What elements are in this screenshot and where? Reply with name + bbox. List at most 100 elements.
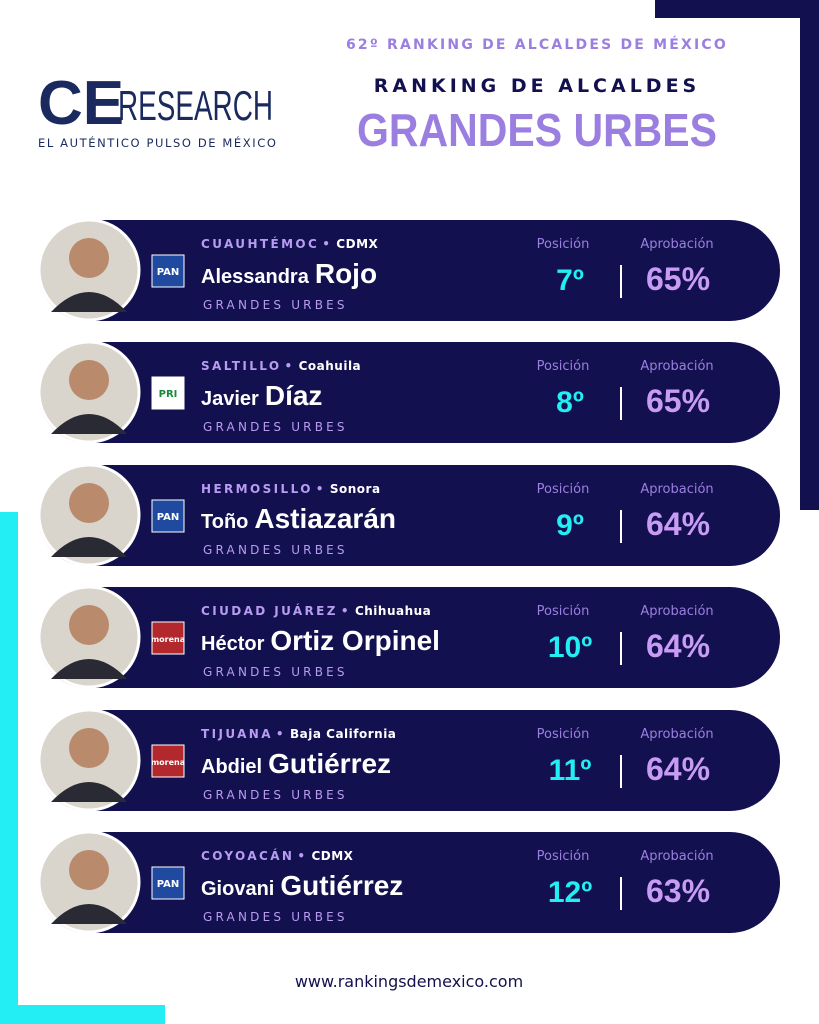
city: SALTILLO • Coahuila — [201, 359, 361, 373]
frame-bottom — [0, 1005, 165, 1024]
state: Sonora — [330, 482, 381, 496]
last-name: Ortiz Orpinel — [270, 625, 440, 656]
approval: 65% — [646, 261, 710, 297]
candidate-card: PRI SALTILLO • Coahuila Javier Díaz GRANDES UR… — [37, 340, 780, 444]
photo-head — [69, 238, 109, 278]
photo-body — [51, 414, 127, 434]
card-background — [38, 710, 780, 811]
approval: 64% — [646, 628, 710, 664]
photo-head — [69, 605, 109, 645]
first-name: Toño — [201, 511, 248, 533]
state: CDMX — [336, 237, 378, 251]
city: COYOACÁN • CDMX — [201, 848, 354, 863]
frame-left — [0, 512, 18, 1024]
card-background — [38, 342, 780, 443]
city-name: COYOACÁN — [201, 848, 294, 863]
party-logo: morena — [151, 635, 185, 644]
state: Baja California — [290, 727, 396, 741]
first-name: Giovani — [201, 878, 274, 900]
logo-bold: CE — [38, 69, 124, 138]
approval: 65% — [646, 383, 710, 419]
state: Chihuahua — [355, 604, 431, 618]
party-logo: PAN — [157, 267, 180, 278]
name: Giovani Gutiérrez — [201, 870, 403, 901]
position-label: Posición — [537, 604, 590, 619]
photo-body — [51, 659, 127, 679]
category: GRANDES URBES — [203, 788, 348, 802]
approval: 64% — [646, 751, 710, 787]
footer-url: www.rankingsdemexico.com — [295, 972, 523, 991]
position: 8º — [556, 386, 584, 419]
party-logo-box — [151, 621, 185, 655]
city: CIUDAD JUÁREZ • Chihuahua — [201, 603, 431, 618]
position-label: Posición — [537, 237, 590, 252]
tagline: EL AUTÉNTICO PULSO DE MÉXICO — [38, 135, 278, 150]
category: GRANDES URBES — [203, 910, 348, 924]
category: GRANDES URBES — [203, 543, 348, 557]
party-logo-box — [151, 499, 185, 533]
last-name: Gutiérrez — [268, 748, 391, 779]
card-background — [38, 465, 780, 566]
first-name: Héctor — [201, 633, 265, 655]
separator: • — [322, 237, 332, 251]
photo-body — [51, 292, 127, 312]
photo-body — [51, 782, 127, 802]
position-label: Posición — [537, 849, 590, 864]
candidate-card: morena TIJUANA • Baja California Abdiel Gutié… — [37, 708, 780, 812]
last-name: Rojo — [315, 258, 377, 289]
first-name: Alessandra — [201, 266, 310, 288]
category: GRANDES URBES — [203, 665, 348, 679]
last-name: Gutiérrez — [280, 870, 403, 901]
candidate-card: morena CIUDAD JUÁREZ • Chihuahua Héctor Ortiz… — [37, 585, 780, 689]
city-name: TIJUANA — [201, 727, 273, 741]
photo-head — [69, 728, 109, 768]
category: GRANDES URBES — [203, 420, 348, 434]
approval-label: Aprobación — [640, 237, 713, 252]
position-label: Posición — [537, 727, 590, 742]
separator: • — [341, 604, 351, 618]
party-logo-box — [151, 254, 185, 288]
party-logo-box — [151, 376, 185, 410]
photo-head — [69, 483, 109, 523]
party-logo: PAN — [157, 512, 180, 523]
city-name: SALTILLO — [201, 359, 282, 373]
position-label: Posición — [537, 359, 590, 374]
city: CUAUHTÉMOC • CDMX — [201, 236, 379, 251]
state: CDMX — [311, 849, 353, 863]
candidate-card: PAN HERMOSILLO • Sonora Toño Astiazarán GRANDE… — [37, 463, 780, 567]
approval-label: Aprobación — [640, 727, 713, 742]
city-name: HERMOSILLO — [201, 482, 313, 496]
candidate-card: PAN COYOACÁN • CDMX Giovani Gutiérrez GRANDES … — [37, 830, 780, 934]
card-background — [38, 832, 780, 933]
city-name: CIUDAD JUÁREZ — [201, 603, 338, 618]
party-logo-box — [151, 744, 185, 778]
separator: • — [297, 849, 307, 863]
approval: 63% — [646, 873, 710, 909]
photo-body — [51, 904, 127, 924]
approval-label: Aprobación — [640, 849, 713, 864]
first-name: Abdiel — [201, 756, 262, 778]
position: 9º — [556, 509, 584, 542]
position-label: Posición — [537, 482, 590, 497]
separator: • — [316, 482, 326, 496]
approval: 64% — [646, 506, 710, 542]
card-background — [38, 587, 780, 688]
position: 12º — [548, 876, 592, 909]
photo-head — [69, 850, 109, 890]
first-name: Javier — [201, 388, 259, 410]
party-logo: PRI — [159, 389, 178, 400]
separator: • — [276, 727, 286, 741]
separator: • — [285, 359, 295, 373]
approval-label: Aprobación — [640, 482, 713, 497]
name: Héctor Ortiz Orpinel — [201, 625, 440, 656]
subtitle: RANKING DE ALCALDES — [374, 75, 701, 97]
approval-label: Aprobación — [640, 604, 713, 619]
party-logo-box — [151, 866, 185, 900]
edition: 62º RANKING DE ALCALDES DE MÉXICO — [346, 36, 728, 53]
party-logo: morena — [151, 758, 185, 767]
position: 7º — [556, 264, 584, 297]
frame-right — [800, 0, 819, 510]
last-name: Astiazarán — [254, 503, 396, 534]
